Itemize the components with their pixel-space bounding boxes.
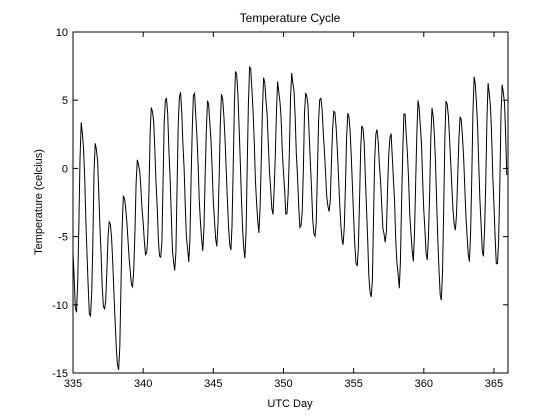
x-tick-label: 350 [274,378,292,390]
plot-area [72,31,509,374]
chart-title: Temperature Cycle [240,11,341,25]
x-tick-label: 355 [344,378,362,390]
x-tick-label: 360 [415,378,433,390]
axis-ticks [72,31,508,374]
y-axis-label: Temperature (celcius) [33,149,45,255]
y-tick-label: -10 [52,300,68,312]
y-tick-label: -5 [58,232,68,244]
x-tick-label: 340 [134,378,152,390]
y-tick-label: 0 [62,163,68,175]
y-tick-label: -15 [52,368,68,380]
x-axis-label: UTC Day [267,398,313,410]
temperature-series-line [72,65,508,371]
x-tick-label: 365 [485,378,503,390]
y-tick-label: 10 [56,27,68,39]
x-tick-label: 345 [204,378,222,390]
x-tick-label: 335 [64,378,82,390]
y-tick-label: 5 [62,95,68,107]
tick-labels: 335 340 345 350 355 360 365 -15 -10 -5 0 5 10 [52,27,503,390]
